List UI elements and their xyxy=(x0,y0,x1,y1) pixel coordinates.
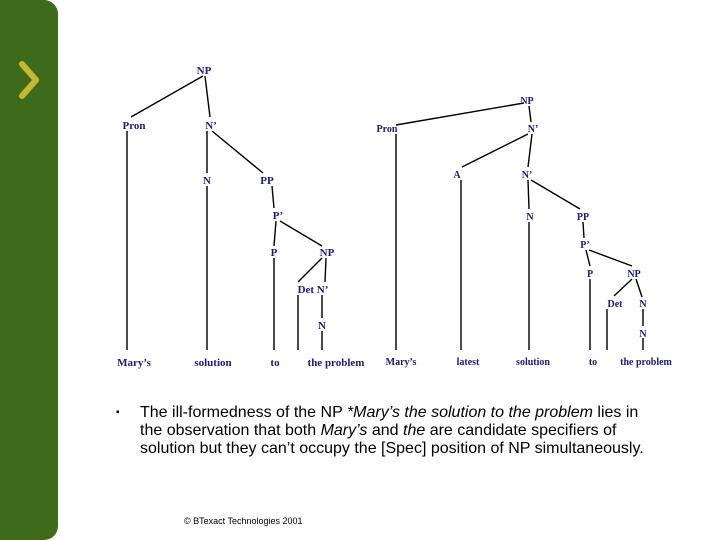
tree-right: NP Pron N’ A N’ N PP P’ P NP Det N N Mar… xyxy=(377,96,673,368)
node-pp: PP xyxy=(260,175,274,187)
chevron-right-icon xyxy=(19,61,39,99)
node-det: Det xyxy=(608,299,624,310)
node-n-bar: N’ xyxy=(522,170,533,181)
bullet-text-3: lies in the observation that both xyxy=(140,404,639,439)
node-n-bar-top: N’ xyxy=(528,124,539,135)
node-np-inner: NP xyxy=(320,247,335,259)
node-pp: PP xyxy=(577,212,589,223)
node-p-bar: P’ xyxy=(273,210,283,222)
bullet-text: The ill-formedness of the NP *Mary’s the… xyxy=(140,404,656,458)
syntax-trees: NP Pron N’ N PP P’ P NP Det N’ N Mary’s … xyxy=(117,65,673,369)
bullet-text-7: are candidate specifiers of solution but… xyxy=(140,422,644,457)
node-p: P xyxy=(271,247,278,259)
node-np-root: NP xyxy=(197,65,212,77)
bullet-text-6: the xyxy=(403,422,426,439)
node-n-inner: N xyxy=(318,320,326,332)
word-to: to xyxy=(589,357,597,368)
footer-copyright: © BTexact Technologies 2001 xyxy=(184,516,303,526)
bullet-text-1: The ill-formedness of the NP xyxy=(140,404,347,421)
bullet-text-2: *Mary’s the solution to the problem xyxy=(346,404,593,421)
node-p: P xyxy=(587,269,593,280)
tree-left: NP Pron N’ N PP P’ P NP Det N’ N Mary’s … xyxy=(117,65,364,369)
word-latest: latest xyxy=(457,357,480,368)
node-a: A xyxy=(453,170,461,181)
node-np-inner: NP xyxy=(627,269,640,280)
bullet-text-4: Mary’s xyxy=(320,422,368,439)
node-n-mid: N xyxy=(639,299,647,310)
sidebar xyxy=(0,0,58,540)
bullet-text-5: and xyxy=(367,422,403,439)
node-n: N xyxy=(526,212,534,223)
node-pron: Pron xyxy=(377,124,398,135)
node-det-nbar: Det N’ xyxy=(298,284,329,296)
node-np-root: NP xyxy=(520,96,533,107)
word-solution: solution xyxy=(516,357,550,368)
node-n-low: N xyxy=(639,329,647,340)
word-solution: solution xyxy=(194,357,231,369)
node-n-bar: N’ xyxy=(205,120,217,132)
node-n: N xyxy=(203,175,211,187)
word-marys: Mary’s xyxy=(117,357,152,369)
word-to: to xyxy=(270,357,280,369)
word-marys: Mary’s xyxy=(386,357,417,368)
word-the-problem: the problem xyxy=(308,357,365,369)
bullet-marker: ▪ xyxy=(116,407,120,418)
word-the-problem: the problem xyxy=(620,357,672,368)
node-pron: Pron xyxy=(122,120,145,132)
node-p-bar: P’ xyxy=(580,240,589,251)
bullet-point: ▪ The ill-formedness of the NP *Mary’s t… xyxy=(116,404,656,458)
